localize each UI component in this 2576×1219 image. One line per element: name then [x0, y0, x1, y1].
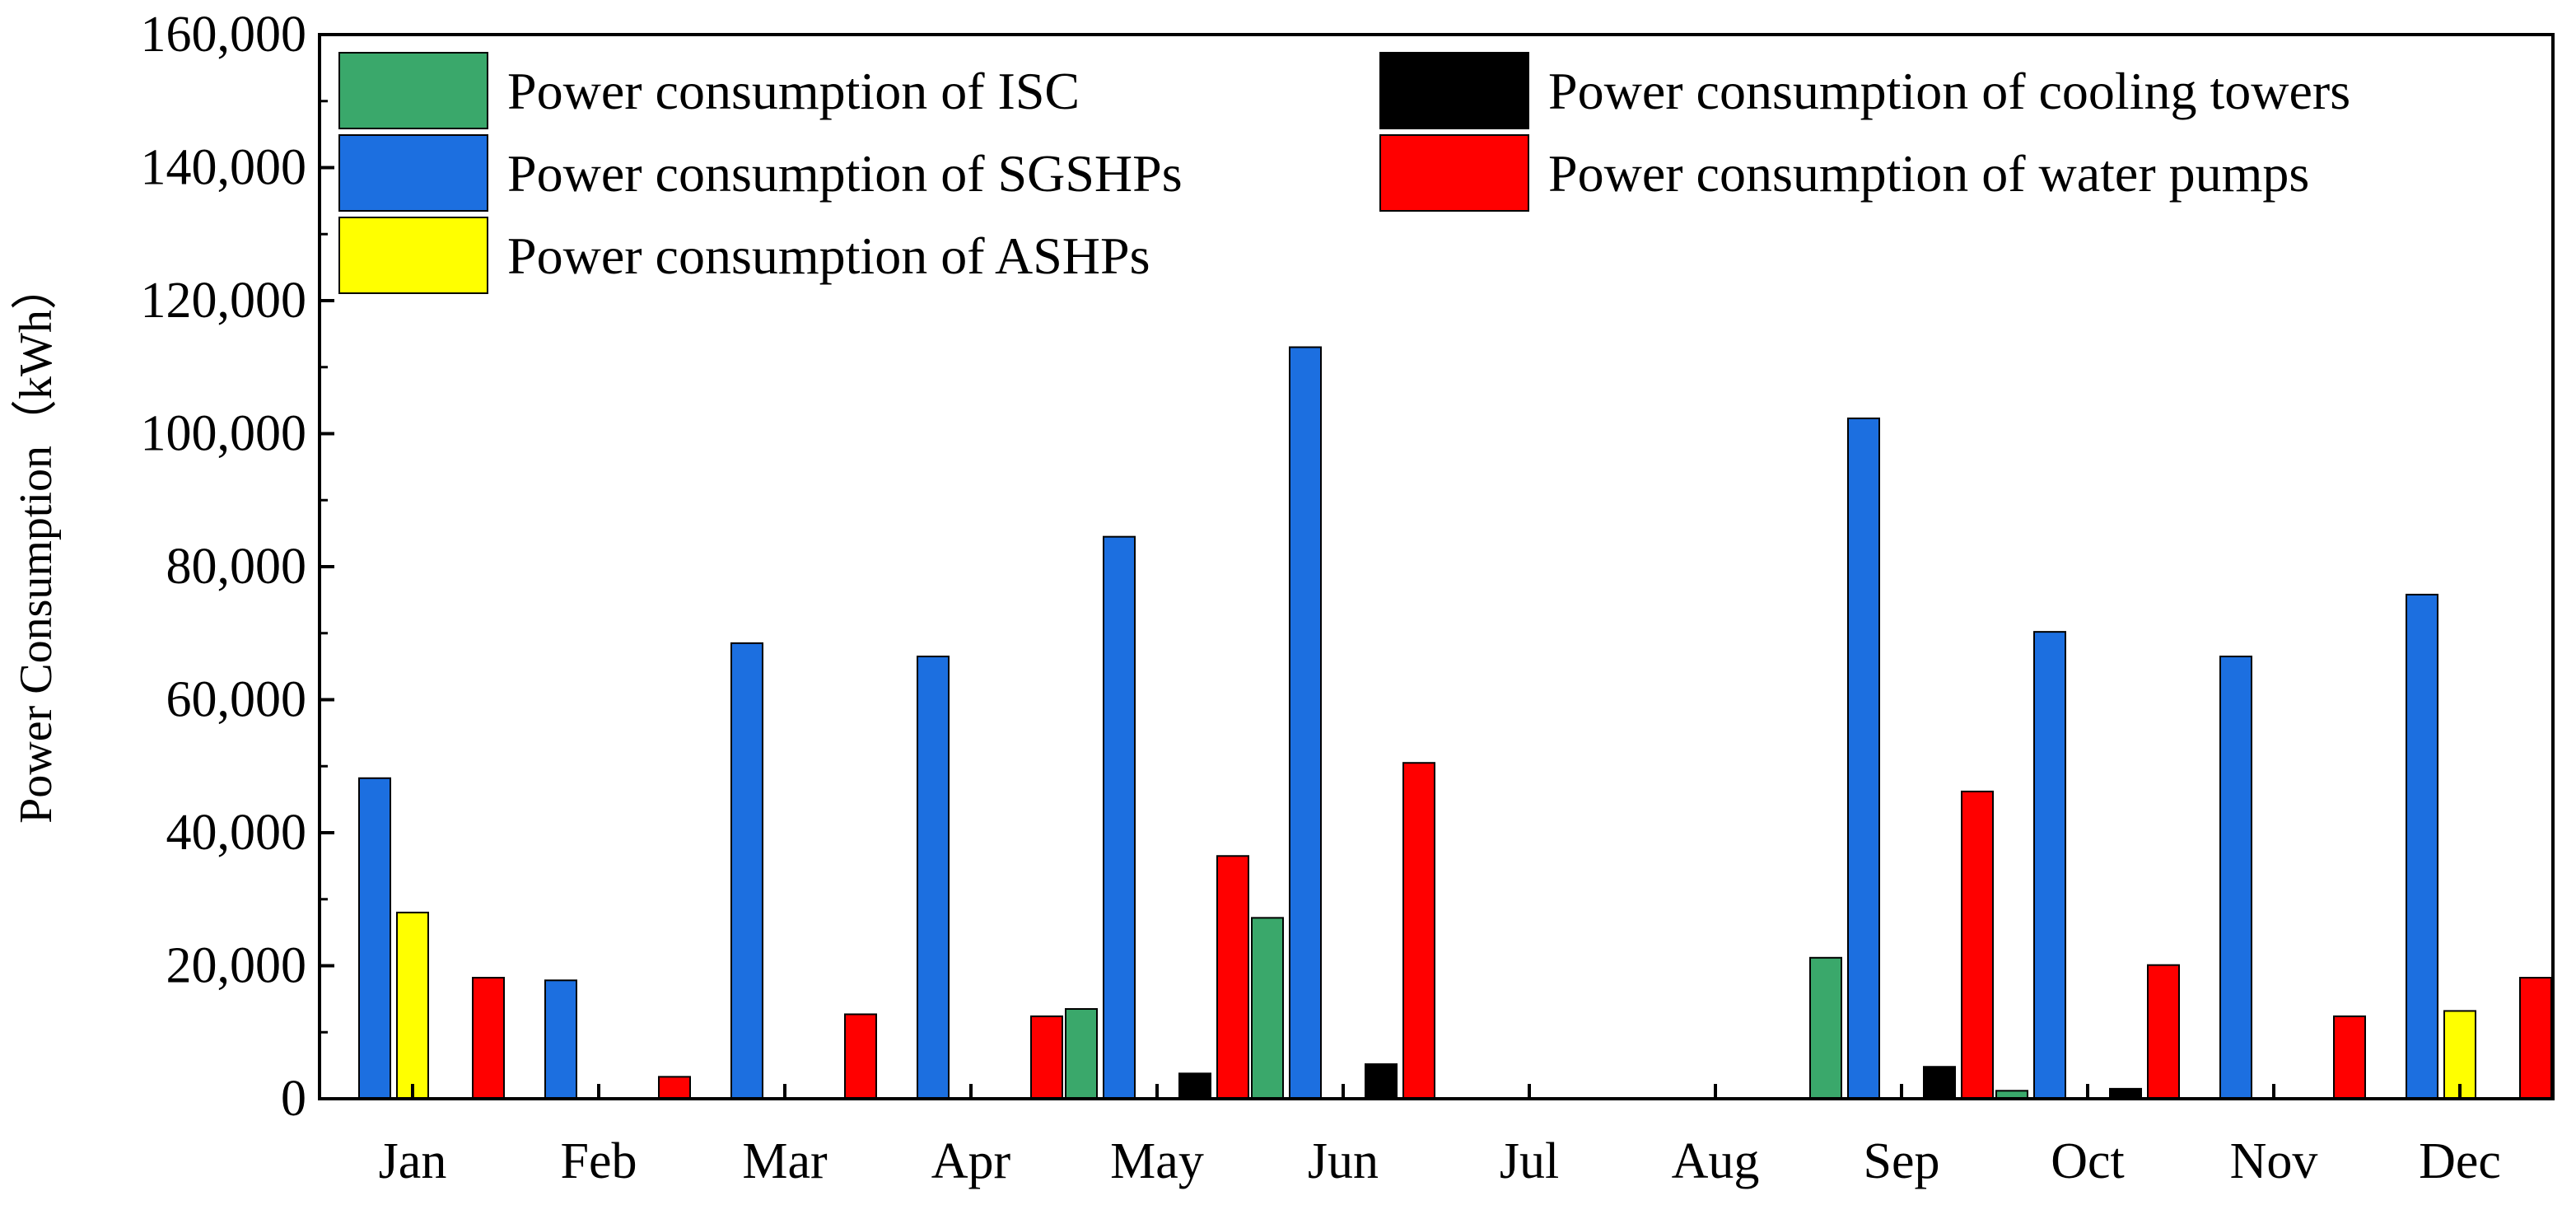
x-tick-label: May: [1110, 1133, 1204, 1189]
y-tick-label: 20,000: [166, 938, 307, 994]
legend-swatch: [1379, 52, 1529, 129]
y-axis-title: Power Consumption（kWh）: [11, 264, 62, 824]
bar: [844, 1013, 877, 1100]
bar: [2519, 977, 2552, 1100]
bar: [658, 1076, 691, 1100]
bar: [1289, 346, 1322, 1100]
y-tick-label: 120,000: [141, 273, 307, 329]
axes-layer: 0 20,000 40,000 60,000 80,000 100,000 120,000 1…: [141, 7, 2555, 1189]
bar: [472, 977, 505, 1100]
bar: [1178, 1072, 1211, 1100]
bar: [1103, 535, 1136, 1100]
y-tick-label: 100,000: [141, 406, 307, 462]
bar: [1961, 790, 1994, 1100]
y-tick-label: 40,000: [166, 805, 307, 861]
legend-swatch: [338, 134, 488, 212]
x-tick-label: Sep: [1864, 1133, 1940, 1189]
bar: [2147, 964, 2180, 1100]
y-tick-label: 60,000: [166, 672, 307, 728]
bar: [1847, 417, 1880, 1100]
bar: [1216, 855, 1249, 1100]
legend-label: Power consumption of SGSHPs: [507, 144, 1183, 203]
legend-label: Power consumption of ASHPs: [507, 227, 1150, 285]
bar: [2406, 593, 2438, 1100]
legend-swatch: [1379, 134, 1529, 212]
y-tick-label: 160,000: [141, 7, 307, 63]
x-tick-label: Jan: [379, 1133, 447, 1189]
legend: Power consumption of ISC Power consumptio…: [338, 52, 2350, 294]
bars-layer: [358, 346, 2552, 1100]
bar: [1251, 917, 1284, 1100]
bar: [358, 777, 391, 1100]
bar: [730, 642, 763, 1100]
legend-swatch: [338, 52, 488, 129]
legend-label: Power consumption of cooling towers: [1548, 62, 2350, 120]
x-tick-label: Jul: [1500, 1133, 1559, 1189]
bar: [1065, 1007, 1098, 1100]
y-tick-label: 0: [281, 1071, 306, 1127]
bar: [917, 656, 950, 1100]
y-tick-label: 140,000: [141, 140, 307, 196]
x-tick-label: Dec: [2419, 1133, 2501, 1189]
bar: [2219, 656, 2252, 1100]
bar: [544, 979, 577, 1100]
y-tick-label: 80,000: [166, 539, 307, 595]
legend-label: Power consumption of ISC: [507, 62, 1080, 120]
bar: [1402, 762, 1435, 1100]
bar: [2033, 631, 2066, 1100]
x-tick-label: Apr: [931, 1133, 1011, 1189]
x-tick-label: Jun: [1308, 1133, 1379, 1189]
legend-swatch: [338, 217, 488, 294]
x-tick-label: Feb: [561, 1133, 637, 1189]
bar: [1030, 1015, 1063, 1100]
bar: [2333, 1015, 2366, 1100]
legend-label: Power consumption of water pumps: [1548, 144, 2309, 203]
x-tick-label: Oct: [2051, 1133, 2125, 1189]
x-tick-label: Mar: [742, 1133, 828, 1189]
bar: [1923, 1066, 1956, 1100]
x-tick-label: Aug: [1672, 1133, 1760, 1189]
x-tick-label: Nov: [2230, 1133, 2318, 1189]
bar: [1365, 1063, 1398, 1100]
bar: [396, 911, 429, 1100]
bar: [1809, 956, 1842, 1100]
